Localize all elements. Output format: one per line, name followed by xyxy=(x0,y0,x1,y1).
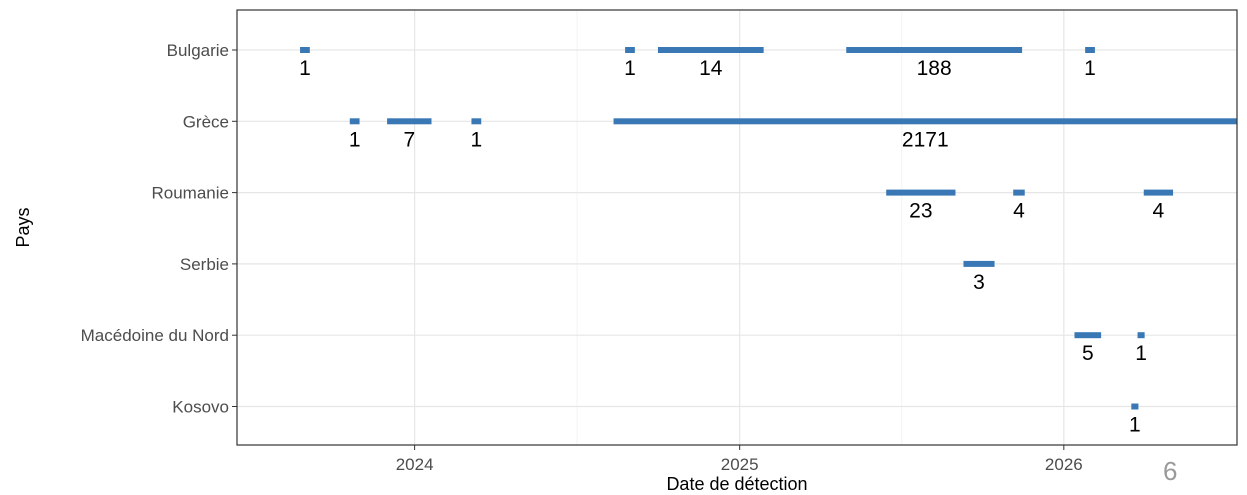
timeline-bar xyxy=(387,118,432,125)
count-labels: 1 1 14 188 1 1 7 1 2171 23 4 4 3 5 1 1 xyxy=(299,57,1164,437)
timeline-bar xyxy=(1137,332,1145,339)
timeline-bar xyxy=(963,260,995,267)
count-label: 23 xyxy=(909,200,932,223)
y-tick-label: Kosovo xyxy=(172,398,229,417)
count-label: 1 xyxy=(349,128,361,151)
x-tick-label: 2024 xyxy=(396,455,434,474)
timeline-bar xyxy=(471,118,482,125)
page-number: 6 xyxy=(1163,456,1178,486)
timeline-bar xyxy=(846,47,1023,53)
timeline-bar xyxy=(1013,189,1025,196)
count-label: 3 xyxy=(973,271,985,294)
timeline-bar xyxy=(1074,332,1102,339)
timeline-bar xyxy=(1131,403,1139,410)
timeline-bar xyxy=(613,118,1237,125)
count-label: 1 xyxy=(1084,57,1096,80)
timeline-bar xyxy=(1085,47,1095,53)
y-tick-label: Roumanie xyxy=(152,184,230,203)
count-label: 1 xyxy=(470,128,482,151)
count-label: 4 xyxy=(1013,200,1025,223)
y-tick-label: Bulgarie xyxy=(167,41,229,60)
count-label: 2171 xyxy=(902,128,949,151)
y-tick-label: Serbie xyxy=(180,255,229,274)
count-label: 188 xyxy=(917,57,952,80)
x-tick-label: 2026 xyxy=(1045,455,1083,474)
x-axis-title: Date de détection xyxy=(666,474,807,494)
timeline-bars xyxy=(300,47,1237,410)
count-label: 4 xyxy=(1153,200,1165,223)
timeline-bar xyxy=(300,47,310,53)
count-label: 1 xyxy=(299,57,311,80)
count-label: 1 xyxy=(624,57,636,80)
timeline-bar xyxy=(1143,189,1174,196)
y-axis-title: Pays xyxy=(13,207,33,247)
timeline-bar xyxy=(625,47,635,53)
count-label: 14 xyxy=(699,57,723,80)
timeline-bar xyxy=(349,118,360,125)
y-tick-label: Macédoine du Nord xyxy=(81,326,229,345)
y-axis-labels: Bulgarie Grèce Roumanie Serbie Macédoine du … xyxy=(81,41,237,417)
count-label: 1 xyxy=(1129,414,1141,437)
timeline-bar xyxy=(886,189,956,196)
timeline-bar xyxy=(657,47,764,53)
x-axis-labels: 2024 2025 2026 xyxy=(396,445,1083,474)
y-tick-label: Grèce xyxy=(183,112,229,131)
count-label: 1 xyxy=(1135,342,1147,365)
plot-frame xyxy=(236,9,1238,446)
x-tick-label: 2025 xyxy=(721,455,759,474)
count-label: 5 xyxy=(1082,342,1094,365)
count-label: 7 xyxy=(403,128,415,151)
